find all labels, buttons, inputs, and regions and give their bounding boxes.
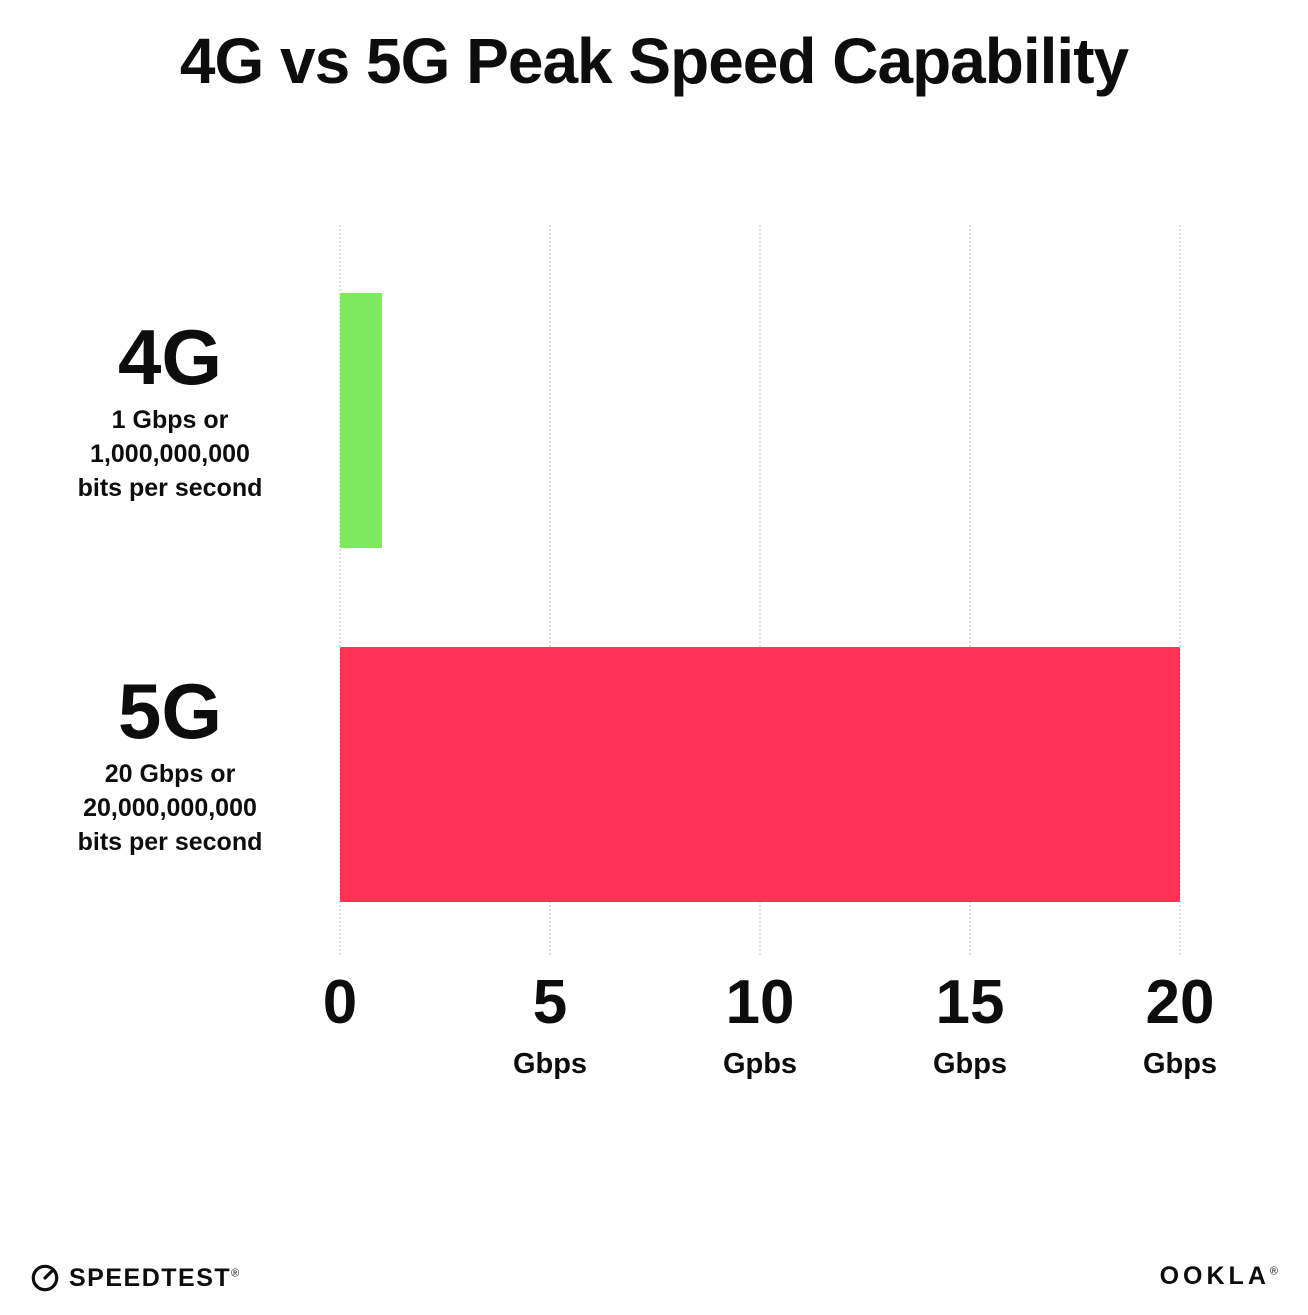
row-label-4g-title: 4G [117,313,223,401]
x-tick-number: 0 [322,968,358,1037]
ookla-logo: OOKLA® [1160,1262,1278,1291]
x-tick-number: 20 [1145,968,1215,1037]
x-tick-unit: Gbps [512,1048,588,1080]
row-label-4g-subtitle-line1: 1 Gbps or [111,406,229,434]
speedtest-trademark: ® [231,1267,240,1280]
bar-4g [340,293,382,548]
x-tick-20: 20 Gbps [1143,972,1217,1081]
x-tick-number: 10 [725,968,795,1037]
plot-area [339,225,1181,955]
ookla-wordmark: OOKLA [1159,1262,1270,1290]
row-label-5g-subtitle: 20 Gbps or 20,000,000,000 bits per secon… [25,758,315,859]
gridline [1179,225,1181,955]
x-tick-0: 0 [323,972,357,1034]
x-tick-unit: Gbps [1142,1048,1218,1080]
x-tick-unit: Gpbs [722,1048,798,1080]
gridline [549,225,551,955]
row-label-5g-subtitle-line2: 20,000,000,000 [83,793,257,822]
row-label-4g-subtitle-line2: 1,000,000,000 [90,439,250,468]
x-tick-5: 5 Gbps [513,972,587,1081]
row-label-4g-subtitle: 1 Gbps or 1,000,000,000 bits per second [25,404,315,505]
gridline [969,225,971,955]
x-tick-10: 10 Gpbs [723,972,797,1081]
row-label-4g: 4G 1 Gbps or 1,000,000,000 bits per seco… [25,318,315,505]
x-tick-15: 15 Gbps [933,972,1007,1081]
row-label-5g-subtitle-line1: 20 Gbps or [104,760,236,788]
gridlines [339,225,1181,955]
speedtest-logo: SPEEDTEST® [30,1263,239,1293]
speedtest-gauge-icon [31,1264,59,1292]
x-tick-number: 5 [532,968,568,1037]
row-label-5g-subtitle-line3: bits per second [77,827,263,856]
gridline [759,225,761,955]
gridline [339,225,341,955]
row-label-5g-title: 5G [117,667,223,755]
row-label-4g-subtitle-line3: bits per second [77,473,263,502]
ookla-trademark: ® [1269,1265,1278,1278]
x-tick-number: 15 [935,968,1005,1037]
speedtest-wordmark: SPEEDTEST® [69,1263,240,1292]
chart-title: 4G vs 5G Peak Speed Capability [179,25,1129,97]
x-tick-unit: Gbps [932,1048,1008,1080]
row-label-5g: 5G 20 Gbps or 20,000,000,000 bits per se… [25,672,315,859]
bar-5g [340,647,1180,902]
x-axis: 0 5 Gbps 10 Gpbs 15 Gbps 20 Gbps [323,972,1217,1112]
